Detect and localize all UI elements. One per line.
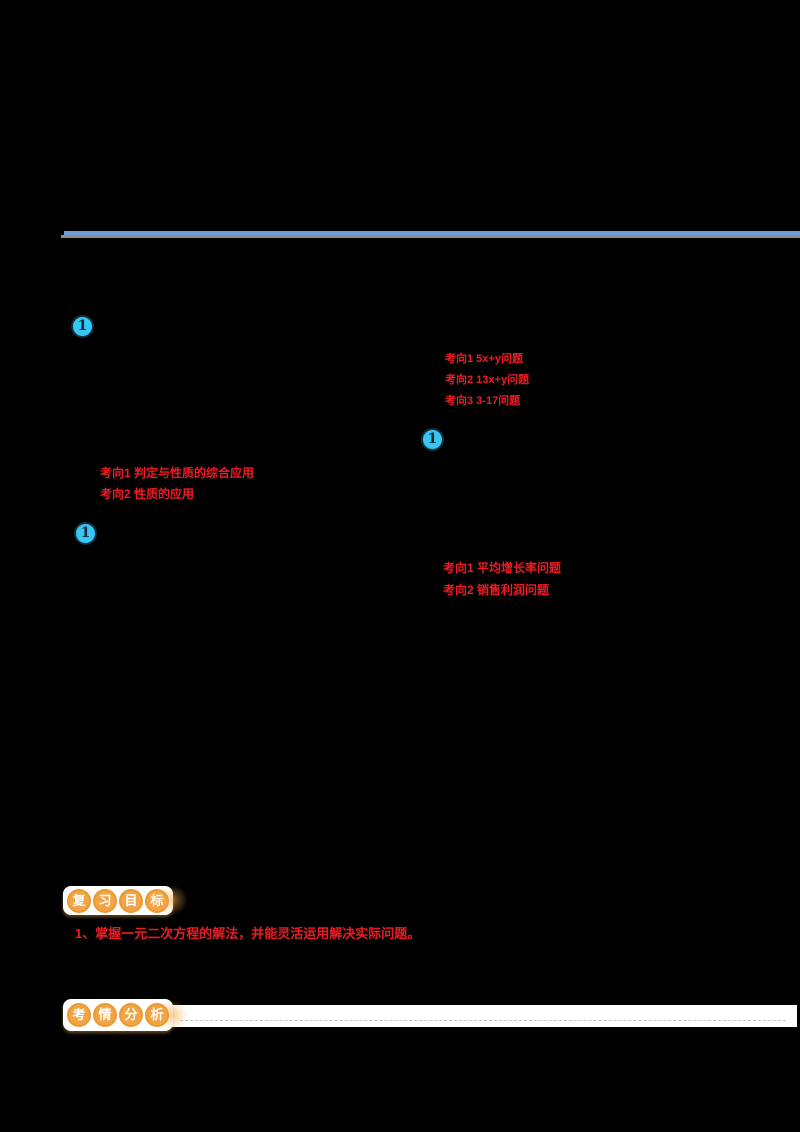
circled-number-marker-2: 1 [421,428,444,451]
review-goal-badge: 复 习 目 标 [67,889,169,913]
exam-analysis-badge: 考 情 分 析 [67,1003,169,1027]
exam-direction-block-b: 考向1 判定与性质的综合应用 考向2 性质的应用 [100,463,254,505]
badge-char-circle: 习 [93,889,117,913]
badge-char-circle: 标 [145,889,169,913]
exam-direction-line: 考向2 销售利润问题 [443,583,550,597]
exam-direction-block-a: 考向1 5x+y问题 考向2 13x+y问题 考向3 3-17问题 [445,349,529,412]
badge-char-circle: 考 [67,1003,91,1027]
exam-analysis-strip [170,1005,797,1027]
badge-char-circle: 情 [93,1003,117,1027]
exam-direction-line: 考向1 5x+y问题 [445,353,523,365]
circled-number-marker-1: 1 [71,315,94,338]
exam-direction-block-c: 考向1 平均增长率问题 考向2 销售利润问题 [443,557,561,601]
exam-direction-line: 考向3 3-17问题 [445,395,521,407]
exam-direction-line: 考向1 判定与性质的综合应用 [100,466,255,480]
review-goal-item: 1、掌握一元二次方程的解法，并能灵活运用解决实际问题。 [75,926,421,941]
section-divider-gray [61,235,800,238]
badge-char-circle: 析 [145,1003,169,1027]
exam-direction-line: 考向2 性质的应用 [100,487,195,501]
exam-analysis-dashed-rule [180,1020,786,1021]
exam-direction-line: 考向1 平均增长率问题 [443,561,562,575]
badge-char-circle: 复 [67,889,91,913]
section-divider-blue [64,231,800,235]
badge-char-circle: 分 [119,1003,143,1027]
badge-char-circle: 目 [119,889,143,913]
circled-number-marker-3: 1 [74,522,97,545]
exam-direction-line: 考向2 13x+y问题 [445,374,530,386]
